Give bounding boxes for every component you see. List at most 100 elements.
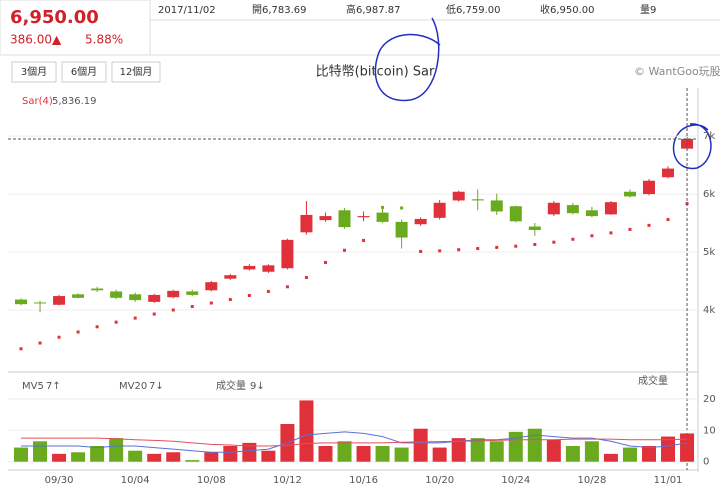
candle-body [281, 239, 294, 269]
button-label[interactable]: 6個月 [71, 65, 97, 78]
sar-dot [476, 247, 480, 251]
sar-dot [400, 206, 404, 210]
volume-bar [489, 441, 504, 462]
y-tick-label: 7k [703, 131, 715, 142]
volume-bar [565, 446, 580, 462]
volume-bar [261, 450, 276, 462]
sar-dot [533, 242, 537, 246]
volume-bar [680, 433, 695, 462]
candle-body [471, 199, 484, 201]
candle-body [319, 216, 332, 221]
legend-value: 7↓ [149, 381, 164, 392]
sar-dot [590, 234, 594, 238]
sar-dot [323, 260, 327, 264]
candle-body [129, 294, 142, 301]
volume-bar [337, 441, 352, 462]
sar-dot [571, 237, 575, 241]
button-label[interactable]: 3個月 [21, 65, 47, 78]
sar-dot [438, 249, 442, 253]
sar-dot [228, 298, 232, 302]
candle-body [224, 275, 237, 279]
x-tick-label: 10/16 [349, 475, 378, 486]
legend-value: 7↑ [46, 381, 61, 392]
indicator-label: Sar(4) [22, 96, 53, 107]
mv-line [21, 437, 688, 447]
sar-dot [19, 347, 23, 351]
candle-body [547, 202, 560, 215]
mv-line [21, 431, 688, 453]
volume-bar [508, 431, 523, 462]
y-tick-label: 10 [703, 425, 716, 436]
sar-dot [209, 301, 213, 305]
volume-bar [52, 453, 67, 462]
sar-dot [609, 231, 613, 235]
volume-bar [356, 446, 371, 462]
x-tick-label: 10/20 [425, 475, 454, 486]
candle-body [262, 265, 275, 272]
percent: 5.88% [85, 33, 123, 47]
sar-dot [419, 249, 423, 253]
volume-bar [584, 441, 599, 462]
sar-dot [133, 316, 137, 320]
sar-dot [247, 293, 251, 297]
candle-body [243, 265, 256, 270]
sar-dot [171, 308, 175, 312]
candle-body [528, 226, 541, 230]
sar-dot [190, 305, 194, 309]
high: 高6,987.87 [346, 3, 401, 16]
sar-dot [304, 276, 308, 280]
x-tick-label: 10/04 [121, 475, 150, 486]
y-tick-label: 20 [703, 394, 716, 405]
copyright: © WantGoo玩股網 [634, 64, 720, 78]
quote-box [0, 0, 151, 56]
candle-body [91, 288, 104, 291]
button-label[interactable]: 12個月 [120, 65, 153, 78]
range-button[interactable] [11, 61, 57, 83]
volume-bar [603, 453, 618, 462]
volume-bar [33, 441, 48, 462]
candle-body [53, 296, 66, 305]
sar-dot [647, 223, 651, 227]
volume-bar [394, 447, 409, 462]
sar-dot [285, 285, 289, 289]
candle-body [623, 191, 636, 197]
volume-bar [661, 436, 676, 462]
volume-bar [546, 439, 561, 462]
y-tick-label: 0 [703, 457, 709, 468]
sar-dot [666, 218, 670, 222]
volume-bar [641, 446, 656, 462]
y-tick-label: 6k [703, 189, 715, 200]
sar-dot [38, 341, 42, 345]
date: 2017/11/02 [158, 5, 216, 16]
sar-dot [95, 325, 99, 329]
range-button[interactable] [61, 61, 107, 83]
volume-bar [166, 452, 181, 462]
y-tick-label: 5k [703, 247, 715, 258]
candle-body [452, 191, 465, 201]
candle-body [338, 210, 351, 228]
volume: 量9 [640, 4, 656, 16]
close: 收6,950.00 [540, 3, 595, 16]
candle-body [186, 291, 199, 295]
candle-body [357, 216, 370, 218]
candle-body [414, 218, 427, 225]
sar-dot [343, 248, 347, 252]
volume-bar [375, 446, 390, 462]
candle-body [376, 212, 389, 222]
volume-bar [451, 438, 466, 462]
sar-dot [152, 312, 156, 316]
volume-bar [14, 447, 28, 462]
range-button[interactable] [111, 61, 161, 83]
volume-bar [109, 438, 124, 462]
annotation-scribble [374, 17, 441, 102]
candle-body [205, 282, 218, 291]
sar-dot [552, 240, 556, 244]
x-tick-label: 10/12 [273, 475, 302, 486]
sar-dot [381, 205, 385, 209]
candle-body [15, 299, 27, 305]
legend-value: 9↓ [250, 381, 265, 392]
candle-body [509, 206, 522, 222]
annotation-scribble [672, 123, 712, 170]
volume-bar [185, 460, 200, 462]
